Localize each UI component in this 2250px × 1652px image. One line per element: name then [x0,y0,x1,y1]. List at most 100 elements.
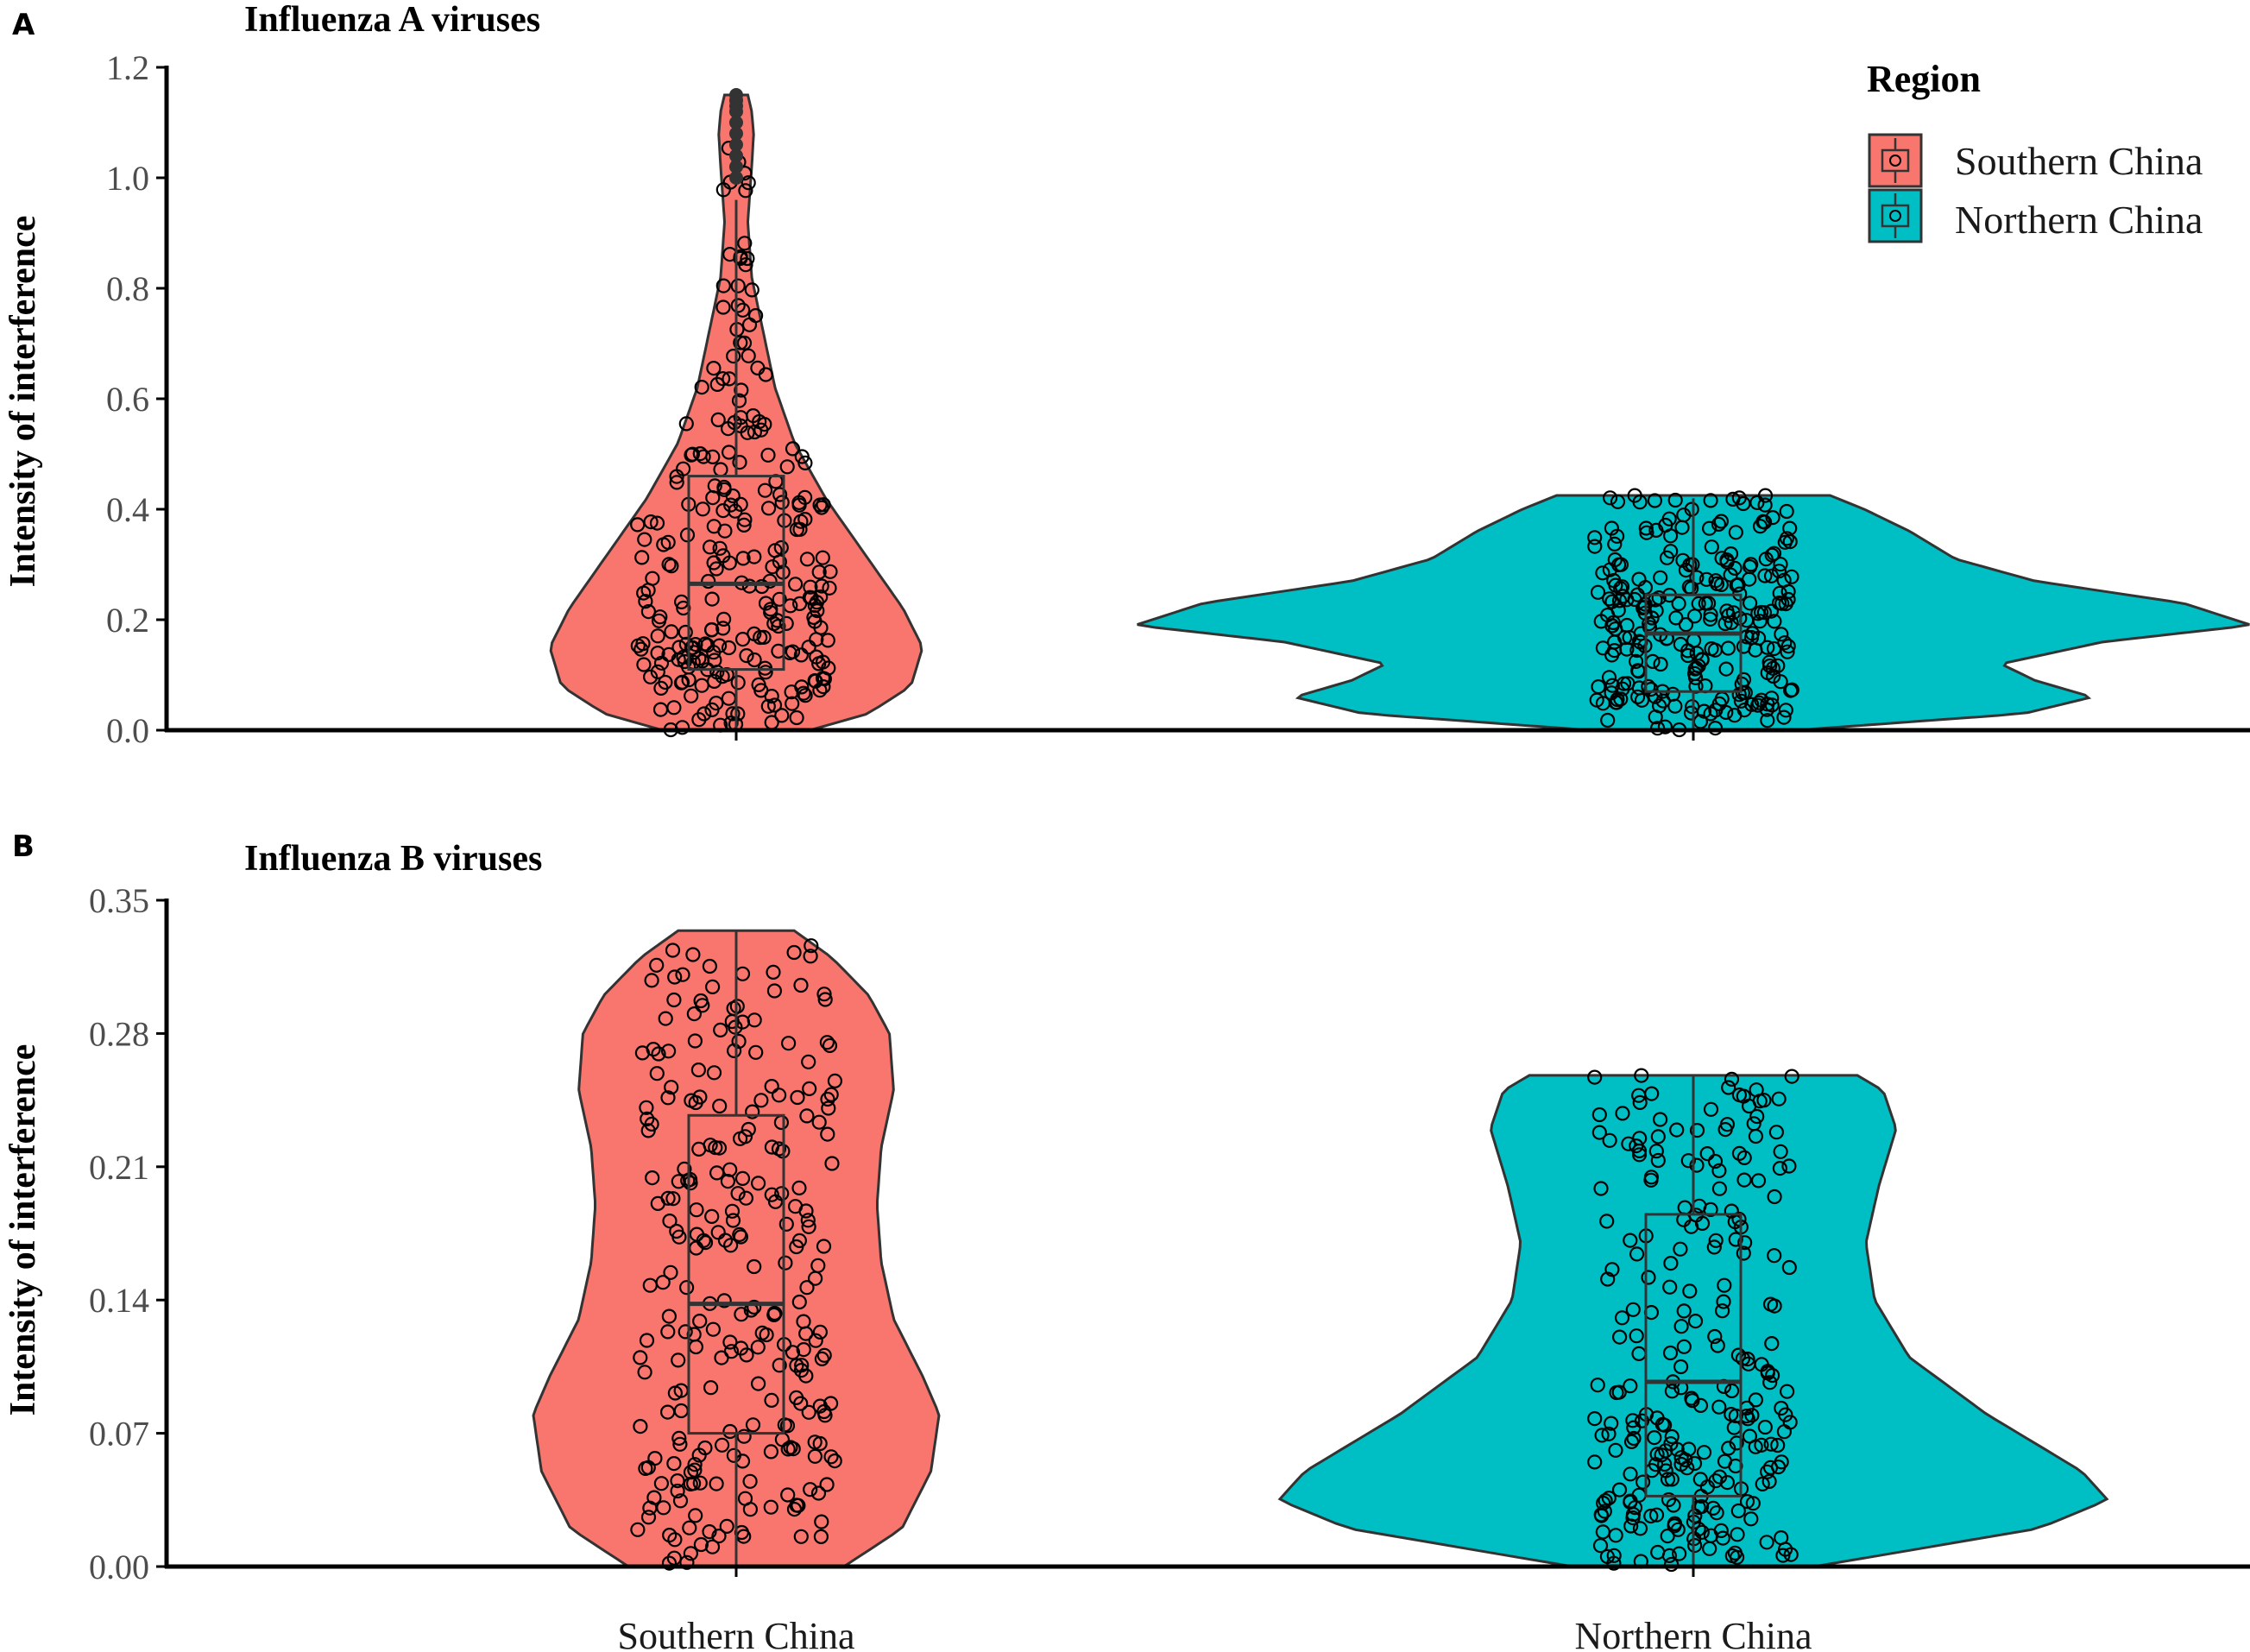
jitter-point [692,1089,708,1105]
outlier-point [729,160,743,174]
jitter-point [736,1428,752,1444]
jitter-point [677,653,692,670]
jitter-point [683,1546,699,1561]
jitter-point [666,700,682,716]
jitter-point [812,1324,829,1340]
jitter-point [1602,1132,1617,1148]
jitter-point [813,589,829,605]
legend-key-northern [1868,188,1923,243]
jitter-point [814,1351,830,1367]
jitter-point [1696,703,1712,719]
jitter-point [817,992,833,1007]
jitter-point [756,629,772,646]
jitter-point [726,349,741,364]
jitter-point [1652,1112,1668,1127]
jitter-point [809,632,824,647]
jitter-point [779,459,795,475]
iqr-box [1644,593,1743,693]
jitter-point [1736,639,1752,654]
jitter-point [789,1358,804,1373]
jitter-point [696,706,712,722]
jitter-point [1719,1117,1736,1132]
jitter-point [1664,1472,1680,1487]
jitter-point [1625,1302,1641,1317]
jitter-point [727,414,742,431]
jitter-point [1721,1080,1736,1095]
jitter-point [658,674,673,690]
jitter-point [704,1208,720,1225]
jitter-point [1724,1071,1740,1088]
jitter-point [706,645,722,660]
jitter-point [751,677,766,693]
jitter-point [710,412,726,427]
jitter-point [1658,1443,1673,1459]
jitter-point [1773,1144,1788,1159]
jitter-point [667,969,683,985]
y-tick-label: 0.14 [89,1281,149,1320]
jitter-point [1771,1459,1787,1475]
jitter-point [1779,503,1794,520]
jitter-point [653,1476,670,1491]
jitter-point [1782,533,1798,550]
jitter-point [822,580,837,596]
jitter-point [1711,516,1727,533]
axes-a: 0.0 0.2 0.4 0.6 0.8 1.0 1.2 [106,48,2250,750]
jitter-point [1660,1472,1676,1487]
jitter-point [804,938,819,954]
jitter-point [1667,1516,1683,1532]
jitter-point [1711,1181,1728,1196]
jitter-point [715,278,731,293]
jitter-point [780,1487,796,1503]
jitter-point [1703,706,1718,722]
jitter-point [633,1350,648,1365]
jitter-point [1699,571,1714,587]
jitter-point [1686,1455,1703,1472]
jitter-point [709,1165,725,1181]
jitter-point [799,1280,815,1296]
jitter-point [1611,1482,1628,1498]
jitter-point [686,1006,703,1022]
jitter-point [1735,1351,1751,1366]
jitter-point [630,1522,646,1537]
jitter-point [636,657,652,672]
jitter-point [1777,534,1793,550]
jitter-point [1757,497,1773,513]
jitter-point [1729,1549,1745,1565]
jitter-point [660,534,676,550]
jitter-point [1731,1211,1747,1227]
y-tick-label: 0.6 [106,380,149,419]
jitter-point [1699,1145,1715,1162]
jitter-point [1634,1068,1649,1083]
jitter-point [697,1234,714,1251]
iqr-box [1644,1213,1743,1498]
jitter-point [1780,644,1795,659]
jitter-point [1638,520,1654,536]
jitter-point [750,1176,766,1191]
jitter-point [1629,1246,1645,1262]
jitter-point [799,1108,815,1124]
jitter-point [664,1080,679,1095]
jitter-point [683,1176,698,1191]
jitter-point [1639,525,1654,540]
jitter-point [1702,611,1718,627]
jitter-point [1623,1434,1640,1450]
jitter-point [732,454,747,470]
jitter-point [815,550,830,565]
jitter-point [1673,636,1688,653]
jitter-point [1733,693,1749,709]
jitter-point [693,993,709,1009]
jitter-point [747,549,762,564]
jitter-point [1711,1469,1728,1485]
jitter-point [1601,670,1617,685]
jitter-point [1774,1400,1789,1416]
jitter-point [819,1035,835,1050]
jitter-point [778,1216,794,1232]
jitter-point [747,308,764,324]
jitter-point [1698,596,1713,611]
jitter-point [649,515,665,531]
jitter-point [634,1045,651,1061]
y-tick-label: 0.21 [89,1148,149,1187]
jitter-point [1647,493,1663,508]
jitter-point [1776,709,1792,725]
jitter-point [809,649,824,665]
